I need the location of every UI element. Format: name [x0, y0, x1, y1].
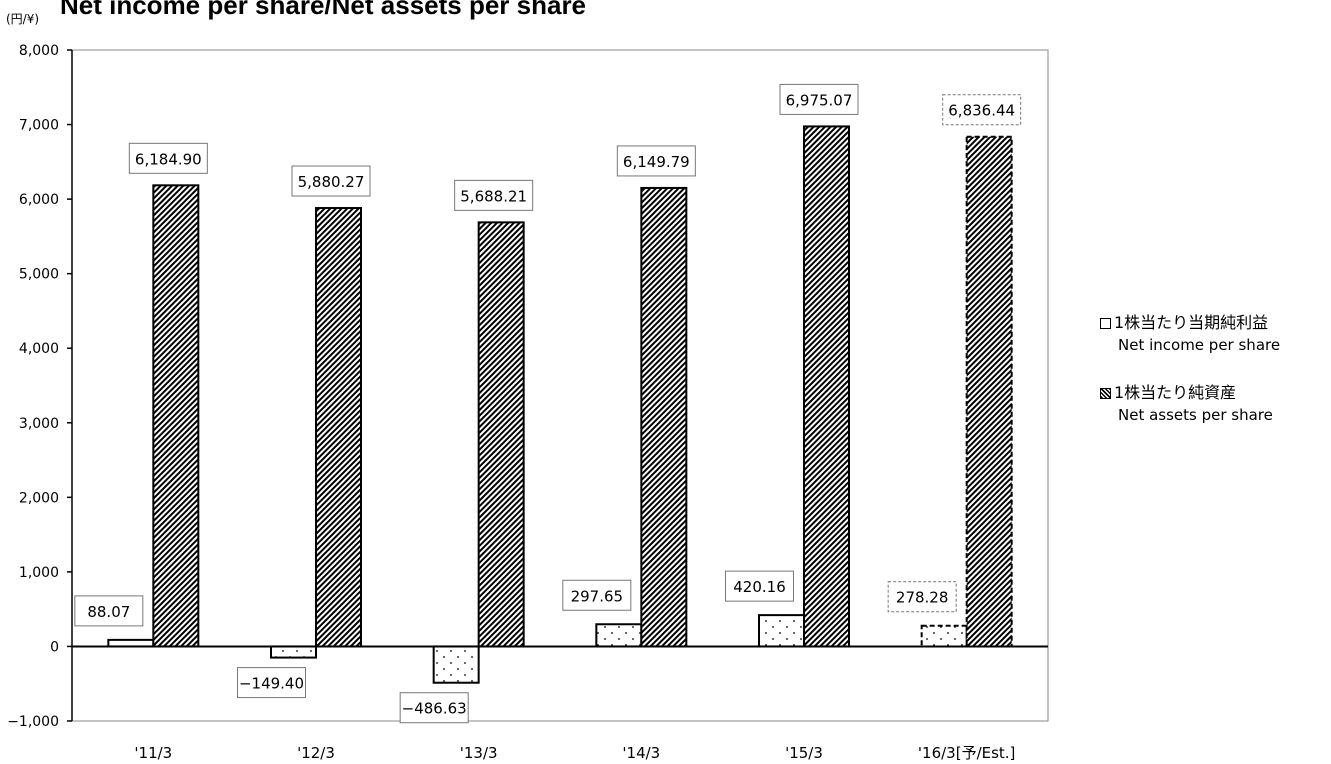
- x-tick-label: '14/3: [622, 744, 660, 762]
- y-tick-label: 6,000: [19, 192, 59, 208]
- plot-area: [71, 49, 1049, 722]
- data-label-assets: 5,688.21: [460, 187, 527, 205]
- unit-label: (円/¥): [6, 12, 40, 26]
- y-tick-label: 0: [50, 639, 59, 655]
- x-tick-label: '13/3: [460, 744, 498, 762]
- data-label-assets: 5,880.27: [298, 173, 365, 191]
- y-axis: −1,000 0 1,000 2,000 3,000 4,000 5,000 6,000 7,0…: [7, 43, 73, 730]
- data-label-income: 420.16: [733, 578, 786, 596]
- data-label-box-assets: [942, 94, 1022, 126]
- y-tick-label: 3,000: [19, 416, 59, 432]
- bar-net-assets: [315, 207, 362, 648]
- data-label-box-assets: [779, 83, 859, 115]
- data-label-box-income: [74, 595, 144, 627]
- legend-label-income-jp: 1株当たり当期純利益: [1114, 313, 1269, 332]
- data-label-income: −149.40: [239, 675, 304, 693]
- chart-title: Net income per share/Net assets per shar…: [60, 0, 587, 20]
- x-tick-label: '11/3: [134, 744, 172, 762]
- y-tick-label: 7,000: [19, 118, 59, 134]
- data-label-assets: 6,975.07: [786, 91, 853, 109]
- y-tick-label: 1,000: [19, 565, 59, 581]
- y-tick-label: 2,000: [19, 490, 59, 506]
- data-label-box-income: [887, 581, 957, 613]
- bar-net-assets: [477, 221, 525, 648]
- y-tick-label: 8,000: [19, 43, 59, 59]
- data-label-assets: 6,184.90: [135, 150, 202, 168]
- data-label-box-income: [725, 570, 794, 602]
- legend-item-assets: 1株当たり純資産 Net assets per share: [1100, 382, 1330, 426]
- legend-label-income-en: Net income per share: [1118, 336, 1281, 354]
- x-tick-label: '12/3: [297, 744, 335, 762]
- y-tick-label: 4,000: [19, 341, 59, 357]
- data-label-income: 278.28: [896, 589, 949, 607]
- data-label-box-assets: [616, 145, 696, 177]
- bars: [107, 125, 1013, 684]
- data-label-income: 297.65: [571, 587, 624, 605]
- y-tick-label: −1,000: [7, 714, 59, 730]
- data-label-box-income: [399, 692, 469, 724]
- y-tick-label: 5,000: [19, 267, 59, 283]
- data-label-box-assets: [454, 179, 534, 211]
- legend-swatch-income: [1100, 317, 1111, 329]
- data-label-assets: 6,836.44: [948, 102, 1015, 120]
- data-label-assets: 6,149.79: [623, 153, 690, 171]
- data-label-box-income: [562, 579, 632, 611]
- bar-net-income: [920, 624, 968, 648]
- bar-net-assets: [152, 184, 200, 648]
- x-tick-label: '15/3: [785, 744, 823, 762]
- bar-net-assets: [640, 186, 688, 648]
- data-label-income: −486.63: [402, 700, 467, 718]
- data-label-income: 88.07: [87, 603, 130, 621]
- x-axis: '11/3 '12/3 '13/3 '14/3 '15/3 '16/3[予/Est.]: [72, 645, 1048, 762]
- data-label-box-income: [237, 667, 306, 699]
- legend-item-income: 1株当たり当期純利益 Net income per share: [1100, 312, 1330, 356]
- legend-swatch-assets: [1100, 387, 1111, 399]
- data-label-box-assets: [291, 165, 371, 197]
- data-label-box-assets: [128, 142, 208, 174]
- bar-net-assets: [965, 135, 1013, 648]
- bar-net-income: [270, 645, 317, 659]
- bar-net-assets: [803, 125, 850, 648]
- bar-net-income: [595, 623, 643, 648]
- bar-net-income: [758, 614, 805, 648]
- legend: 1株当たり当期純利益 Net income per share 1株当たり純資産…: [1100, 312, 1330, 452]
- data-labels: 6,184.90 88.07 5,880.27 −149.40 5,688.21 −486…: [74, 83, 1022, 724]
- bar-net-income: [432, 645, 480, 684]
- legend-label-assets-en: Net assets per share: [1118, 406, 1273, 424]
- legend-label-assets-jp: 1株当たり純資産: [1114, 383, 1237, 402]
- x-tick-label: '16/3[予/Est.]: [918, 744, 1016, 762]
